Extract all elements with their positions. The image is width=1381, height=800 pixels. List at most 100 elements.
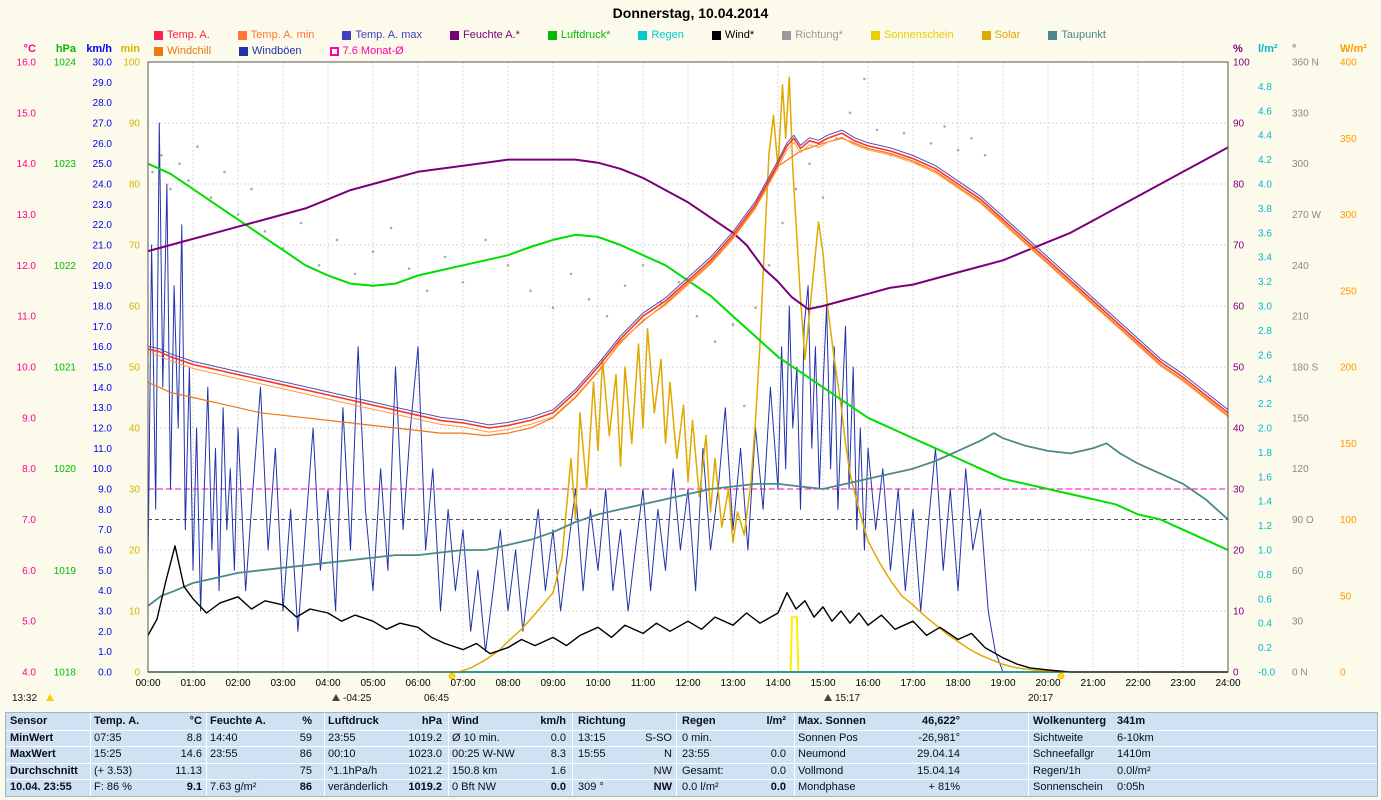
svg-text:70: 70: [129, 241, 141, 252]
table-cell: Sichtweite: [1033, 731, 1084, 744]
event-marker: 15:17: [824, 693, 860, 704]
legend-item-wind: Wind*: [711, 29, 754, 41]
svg-text:4.8: 4.8: [1258, 82, 1272, 93]
table-cell: l/m²: [766, 715, 786, 727]
table-cell: 1021.2: [408, 764, 442, 777]
series-temp_max: [147, 129, 1229, 426]
table-cell: 8.3: [550, 748, 566, 760]
svg-text:25.0: 25.0: [93, 159, 113, 170]
table-cell: Feuchte A.: [210, 715, 266, 727]
svg-text:16.0: 16.0: [17, 58, 37, 69]
series-windboeen: [147, 122, 1228, 673]
table-cell: °C: [189, 715, 202, 727]
svg-text:29.0: 29.0: [93, 78, 113, 89]
svg-text:21:00: 21:00: [1080, 678, 1105, 689]
svg-text:26.0: 26.0: [93, 139, 113, 150]
svg-text:min: min: [120, 43, 140, 55]
svg-text:1021: 1021: [54, 363, 77, 374]
svg-text:100: 100: [1340, 515, 1357, 526]
table-cell: Wind: [452, 715, 479, 727]
table-cell: 0.0: [550, 781, 566, 793]
series-windchill: [147, 137, 1229, 437]
svg-text:4.0: 4.0: [1258, 180, 1272, 191]
svg-text:0: 0: [1233, 668, 1239, 679]
table-cell: 13:15: [578, 731, 606, 744]
table-row: 10.04. 23:55 F: 86 % 9.1 7.63 g/m² 86 verände…: [6, 779, 1377, 795]
svg-text:1.0: 1.0: [1258, 546, 1272, 557]
svg-text:4.0: 4.0: [98, 586, 112, 597]
svg-text:11.0: 11.0: [93, 444, 112, 455]
svg-text:2.0: 2.0: [1258, 424, 1272, 435]
table-cell: N: [664, 748, 672, 760]
svg-text:08:00: 08:00: [495, 678, 520, 689]
legend-swatch-windboeen: [239, 46, 249, 56]
table-cell: 341m: [1117, 715, 1146, 727]
series-feuchte: [147, 146, 1229, 311]
svg-text:120: 120: [1292, 464, 1309, 475]
svg-text:2.6: 2.6: [1258, 350, 1272, 361]
svg-text:5.0: 5.0: [22, 617, 36, 628]
table-cell: F: 86 %: [94, 781, 132, 793]
table-cell: Sensor: [10, 715, 48, 727]
axis-x: 00:00 01:00 02:00 03:00 04:00 05:00 06:00 07:00…: [135, 678, 1240, 689]
table-cell: 309 °: [578, 781, 604, 793]
svg-text:km/h: km/h: [86, 43, 112, 55]
svg-text:3.4: 3.4: [1258, 253, 1272, 264]
legend-swatch-solar: [981, 30, 991, 40]
table-cell: 1019.2: [408, 731, 442, 744]
legend-label: Taupunkt: [1061, 29, 1106, 41]
table-cell: Vollmond: [798, 764, 844, 777]
svg-text:22.0: 22.0: [93, 220, 113, 231]
table-cell: Regen/1h: [1033, 764, 1081, 777]
event-marker: 13:32: [12, 693, 54, 704]
table-cell: Max. Sonnen: [798, 715, 866, 727]
svg-text:13:32: 13:32: [12, 693, 37, 704]
table-cell: + 81%: [928, 781, 961, 793]
svg-text:16.0: 16.0: [93, 342, 113, 353]
svg-text:30: 30: [1292, 617, 1304, 628]
table-cell: Regen: [682, 715, 716, 727]
svg-text:90: 90: [129, 119, 141, 130]
svg-text:0.4: 0.4: [1258, 619, 1272, 630]
table-cell: 10.04. 23:55: [10, 781, 72, 793]
svg-text:7.0: 7.0: [98, 525, 112, 536]
table-cell: veränderlich: [328, 781, 388, 793]
legend-item-solar: Solar: [981, 29, 1020, 41]
svg-text:1.2: 1.2: [1258, 521, 1272, 532]
legend-swatch-luftdruck: [547, 30, 557, 40]
svg-text:8.0: 8.0: [22, 464, 36, 475]
svg-text:°C: °C: [24, 43, 36, 55]
svg-text:15:17: 15:17: [835, 693, 860, 704]
table-cell: %: [302, 715, 312, 727]
svg-text:20.0: 20.0: [93, 261, 113, 272]
svg-text:0: 0: [1340, 668, 1346, 679]
table-cell: S-SO: [645, 731, 672, 744]
legend-swatch-regen: [638, 30, 648, 40]
legend-label: Temp. A. max: [355, 29, 423, 41]
svg-text:300: 300: [1292, 159, 1309, 170]
svg-text:-0.0: -0.0: [1258, 668, 1276, 679]
svg-text:17:00: 17:00: [900, 678, 925, 689]
legend-label: Luftdruck*: [560, 29, 611, 41]
svg-text:12.0: 12.0: [93, 424, 113, 435]
svg-text:05:00: 05:00: [360, 678, 385, 689]
table-cell: 7.63 g/m²: [210, 781, 257, 793]
svg-text:210: 210: [1292, 312, 1309, 323]
table-cell: 23:55: [210, 748, 238, 760]
svg-text:180 S: 180 S: [1292, 363, 1318, 374]
svg-text:12:00: 12:00: [675, 678, 700, 689]
table-cell: ^1.1hPa/h: [328, 764, 378, 777]
svg-text:350: 350: [1340, 134, 1357, 145]
table-cell: 23:55: [682, 748, 710, 760]
svg-text:°: °: [1292, 43, 1296, 55]
event-marker: -04:25: [332, 693, 372, 704]
svg-text:20:17: 20:17: [1028, 693, 1053, 704]
table-row-separator: [6, 762, 1377, 764]
legend-label: Sonnenschein: [883, 29, 954, 41]
svg-text:3.8: 3.8: [1258, 204, 1272, 215]
sun-marker-icon: [448, 672, 456, 680]
axis-wind: km/h 30.0 29.0 28.0 27.0 26.0 25.0 24.0 23.0 22.0…: [86, 43, 112, 679]
axis-temp: °C 16.0 15.0 14.0 13.0 12.0 11.0 10.0 9.0 8.0 7.0 6…: [17, 43, 37, 679]
legend-swatch-feuchte-a: [450, 30, 460, 40]
svg-text:100: 100: [1233, 58, 1250, 69]
